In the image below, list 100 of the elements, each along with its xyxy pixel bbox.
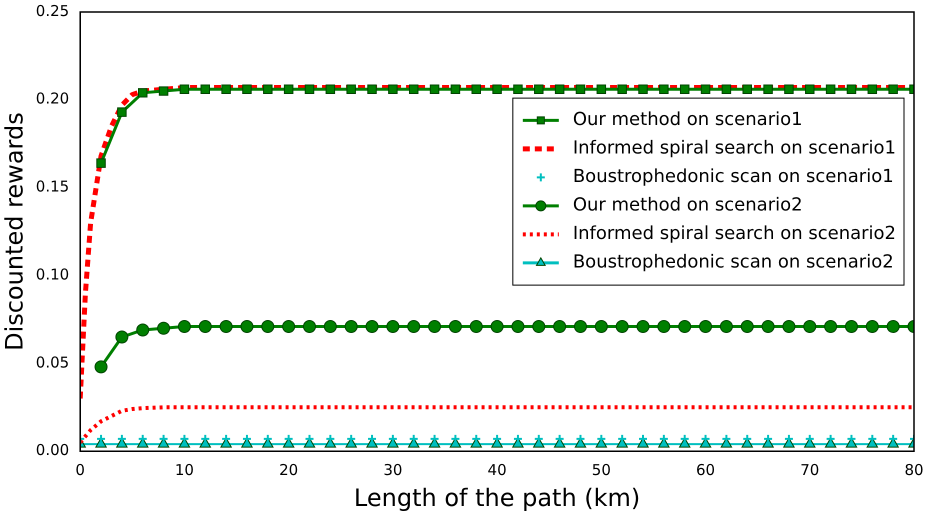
point bbox=[617, 84, 627, 94]
point bbox=[534, 84, 544, 94]
point bbox=[574, 320, 587, 333]
point bbox=[367, 84, 377, 94]
point bbox=[742, 84, 752, 94]
point bbox=[138, 88, 148, 98]
point bbox=[408, 84, 418, 94]
point bbox=[762, 320, 775, 333]
point bbox=[324, 320, 337, 333]
point bbox=[344, 320, 358, 333]
x-tick-label: 30 bbox=[383, 461, 402, 480]
point bbox=[242, 84, 252, 94]
y-tick-label: 0.00 bbox=[36, 441, 70, 460]
point bbox=[302, 320, 316, 333]
legend-label: Informed spiral search on scenario2 bbox=[572, 223, 896, 244]
x-tick-label: 80 bbox=[904, 461, 924, 480]
point bbox=[532, 320, 546, 333]
x-tick-label: 60 bbox=[696, 461, 716, 480]
point bbox=[96, 158, 106, 168]
point bbox=[386, 320, 400, 333]
point bbox=[576, 84, 586, 94]
point bbox=[407, 320, 420, 333]
x-tick-label: 20 bbox=[279, 461, 298, 480]
point bbox=[326, 84, 336, 94]
x-axis-title: Length of the path (km) bbox=[354, 484, 640, 512]
point bbox=[492, 84, 502, 94]
point bbox=[511, 320, 524, 333]
point bbox=[388, 84, 398, 94]
point bbox=[180, 84, 190, 94]
point bbox=[304, 84, 314, 94]
point bbox=[657, 320, 670, 333]
point bbox=[158, 86, 168, 96]
point bbox=[805, 84, 815, 94]
point bbox=[554, 84, 564, 94]
point bbox=[740, 320, 754, 333]
point bbox=[117, 107, 127, 117]
point bbox=[470, 320, 483, 333]
point bbox=[803, 320, 816, 333]
y-tick-label: 0.20 bbox=[36, 90, 70, 108]
y-tick-label: 0.15 bbox=[36, 178, 70, 196]
legend-label: Our method on scenario2 bbox=[572, 194, 803, 216]
point bbox=[472, 84, 481, 94]
point bbox=[763, 84, 773, 94]
legend-label: Boustrophedonic scan on scenario1 bbox=[572, 166, 894, 188]
point bbox=[157, 322, 170, 335]
point bbox=[826, 84, 836, 94]
point bbox=[699, 320, 712, 333]
point bbox=[430, 84, 440, 94]
legend-label: Our method on scenario1 bbox=[572, 109, 803, 130]
point bbox=[596, 84, 606, 94]
point bbox=[282, 320, 296, 333]
point bbox=[490, 320, 504, 333]
point bbox=[94, 360, 108, 374]
point bbox=[638, 84, 648, 94]
point bbox=[722, 84, 732, 94]
point bbox=[680, 84, 690, 94]
legend-label: Informed spiral search on scenario1 bbox=[572, 138, 896, 159]
point bbox=[428, 320, 442, 333]
point bbox=[846, 84, 856, 94]
point bbox=[888, 84, 898, 94]
y-tick-label: 0.25 bbox=[36, 2, 70, 20]
point bbox=[366, 320, 379, 333]
point bbox=[700, 84, 710, 94]
point bbox=[659, 84, 669, 94]
point bbox=[844, 320, 858, 333]
y-axis-title: Discounted rewards bbox=[0, 112, 29, 351]
point bbox=[450, 84, 460, 94]
point bbox=[136, 323, 150, 336]
point bbox=[866, 320, 879, 333]
point bbox=[284, 84, 294, 94]
point bbox=[636, 320, 650, 333]
point bbox=[782, 320, 796, 333]
x-tick-label: 70 bbox=[800, 461, 820, 480]
y-tick-label: 0.05 bbox=[36, 353, 70, 372]
point bbox=[868, 84, 878, 94]
x-tick-label: 40 bbox=[488, 461, 507, 480]
point bbox=[261, 320, 274, 333]
point bbox=[200, 84, 210, 94]
point bbox=[886, 320, 900, 333]
point bbox=[594, 320, 608, 333]
y-tick-label: 0.10 bbox=[36, 265, 70, 284]
point bbox=[553, 320, 566, 333]
point bbox=[178, 320, 191, 333]
point bbox=[448, 320, 462, 333]
point bbox=[221, 84, 231, 94]
point bbox=[220, 320, 233, 333]
point bbox=[346, 84, 356, 94]
point bbox=[720, 320, 733, 333]
point bbox=[240, 320, 254, 333]
point bbox=[824, 320, 838, 333]
legend-label: Boustrophedonic scan on scenario2 bbox=[572, 252, 894, 273]
point bbox=[616, 320, 629, 333]
point bbox=[198, 320, 212, 333]
x-tick-label: 10 bbox=[174, 461, 194, 480]
x-tick-label: 0 bbox=[75, 461, 85, 480]
point bbox=[784, 84, 794, 94]
x-tick-label: 50 bbox=[592, 461, 611, 480]
point bbox=[513, 84, 523, 94]
point bbox=[115, 330, 128, 344]
point bbox=[263, 84, 273, 94]
